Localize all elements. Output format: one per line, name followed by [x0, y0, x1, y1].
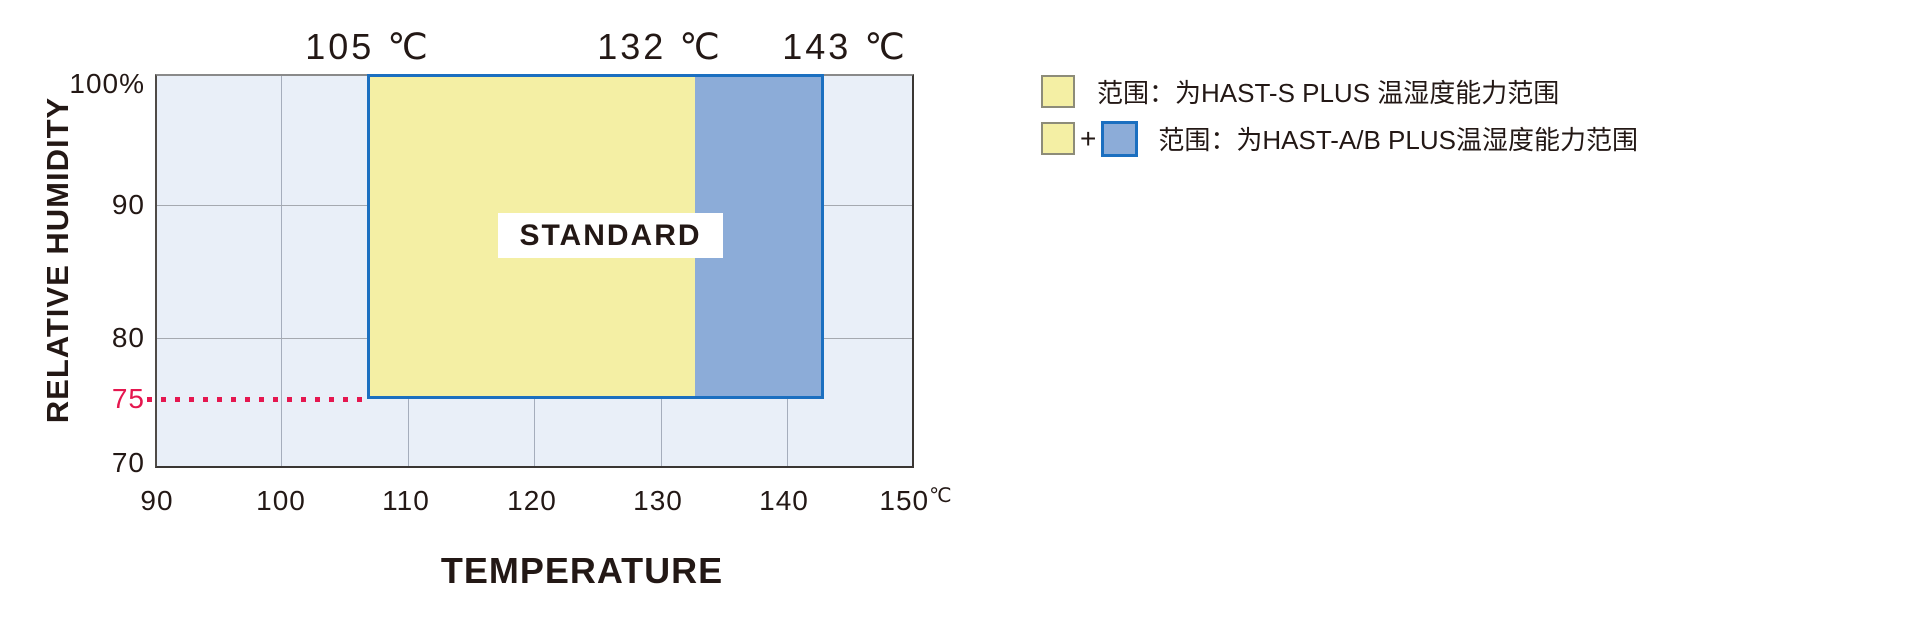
- top-label-143c: 143 ℃: [782, 26, 908, 67]
- capability-range-box: [367, 74, 824, 399]
- xtick-110: 110: [382, 485, 430, 516]
- rh-75-reference-line: [147, 397, 365, 402]
- xtick-130: 130: [633, 485, 683, 516]
- legend-swatch-blue: [1101, 120, 1139, 157]
- xtick-90: 90: [140, 485, 174, 516]
- xtick-120: 120: [507, 485, 557, 516]
- legend-row-hast-s: 范围：为HAST-S PLUS 温湿度能力范围: [1041, 73, 1559, 110]
- ytick-90: 90: [111, 189, 145, 220]
- ytick-100: 100%: [69, 68, 145, 99]
- ytick-70: 70: [111, 447, 145, 478]
- y-axis-title: RELATIVE HUMIDITY: [40, 96, 75, 424]
- celsius-unit: ℃: [929, 485, 953, 507]
- legend-text-hast-s: 范围：为HAST-S PLUS 温湿度能力范围: [1097, 78, 1560, 108]
- ytick-80: 80: [111, 322, 145, 353]
- xtick-100: 100: [256, 485, 306, 516]
- top-label-105c: 105 ℃: [305, 26, 431, 67]
- standard-label: STANDARD: [498, 213, 723, 258]
- legend-swatch-yellow-2: [1041, 122, 1075, 155]
- xtick-150c: 150℃: [879, 485, 952, 517]
- top-label-132c: 132 ℃: [597, 26, 723, 67]
- x-axis-title: TEMPERATURE: [440, 550, 724, 591]
- xtick-140: 140: [759, 485, 809, 516]
- legend-swatch-yellow: [1041, 75, 1075, 108]
- xtick-150-value: 150: [879, 485, 930, 516]
- gridline-100c: [281, 76, 282, 466]
- legend-plus-sign: +: [1080, 122, 1097, 154]
- ytick-75: 75: [111, 383, 145, 414]
- legend-row-hast-ab: + 范围：为HAST-A/B PLUS温湿度能力范围: [1041, 120, 1638, 157]
- legend-text-hast-ab: 范围：为HAST-A/B PLUS温湿度能力范围: [1158, 125, 1638, 155]
